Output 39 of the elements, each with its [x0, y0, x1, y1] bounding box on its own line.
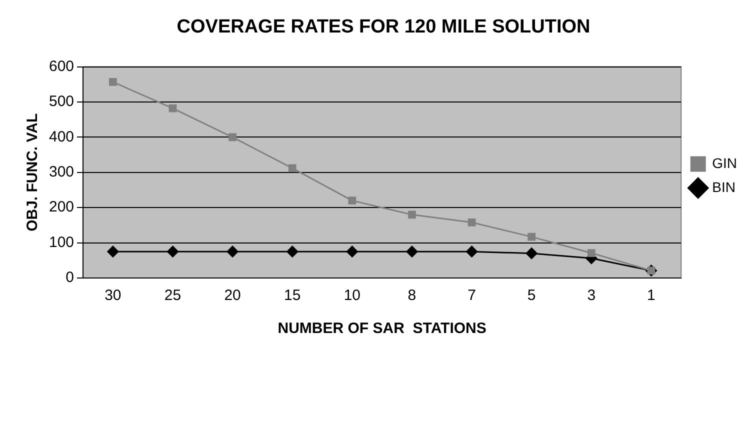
- chart-title: COVERAGE RATES FOR 120 MILE SOLUTION: [176, 16, 590, 38]
- point: [109, 78, 117, 86]
- point: [587, 249, 596, 257]
- y-tick-label: 0: [66, 269, 74, 286]
- x-tick-label: 15: [284, 287, 301, 304]
- point: [526, 248, 538, 260]
- point: [288, 164, 296, 172]
- x-tick-label: 1: [647, 287, 656, 304]
- x-tick-label: 5: [527, 287, 536, 304]
- point: [528, 232, 536, 241]
- y-tick-label: 500: [48, 93, 74, 110]
- point: [466, 246, 478, 258]
- point: [166, 246, 178, 258]
- point: [168, 104, 177, 112]
- point: [226, 246, 238, 258]
- y-axis-title: OBJ. FUNC. VAL: [24, 113, 42, 232]
- point: [348, 196, 356, 204]
- y-tick-label: 400: [48, 128, 74, 146]
- x-tick-label: 7: [468, 287, 476, 304]
- x-tick-label: 20: [224, 287, 241, 304]
- y-tick-label: 600: [48, 58, 74, 75]
- legend-label: GIN: [712, 154, 737, 171]
- point: [468, 218, 476, 226]
- y-tick-label: 300: [48, 164, 74, 181]
- x-axis-title: NUMBER OF SAR STATIONS: [278, 320, 486, 338]
- point: [286, 246, 298, 258]
- x-tick-label: 3: [587, 287, 596, 304]
- point: [228, 133, 236, 142]
- point: [406, 246, 418, 258]
- point: [107, 246, 119, 258]
- x-tick-label: 30: [104, 287, 122, 304]
- legend-label: BIN: [712, 178, 736, 195]
- point: [408, 210, 416, 219]
- x-tick-label: 8: [408, 287, 416, 304]
- point: [346, 246, 358, 258]
- x-tick-label: 10: [344, 287, 361, 304]
- y-tick-label: 100: [48, 234, 74, 251]
- x-tick-label: 25: [164, 287, 182, 304]
- y-tick-label: 200: [48, 198, 74, 216]
